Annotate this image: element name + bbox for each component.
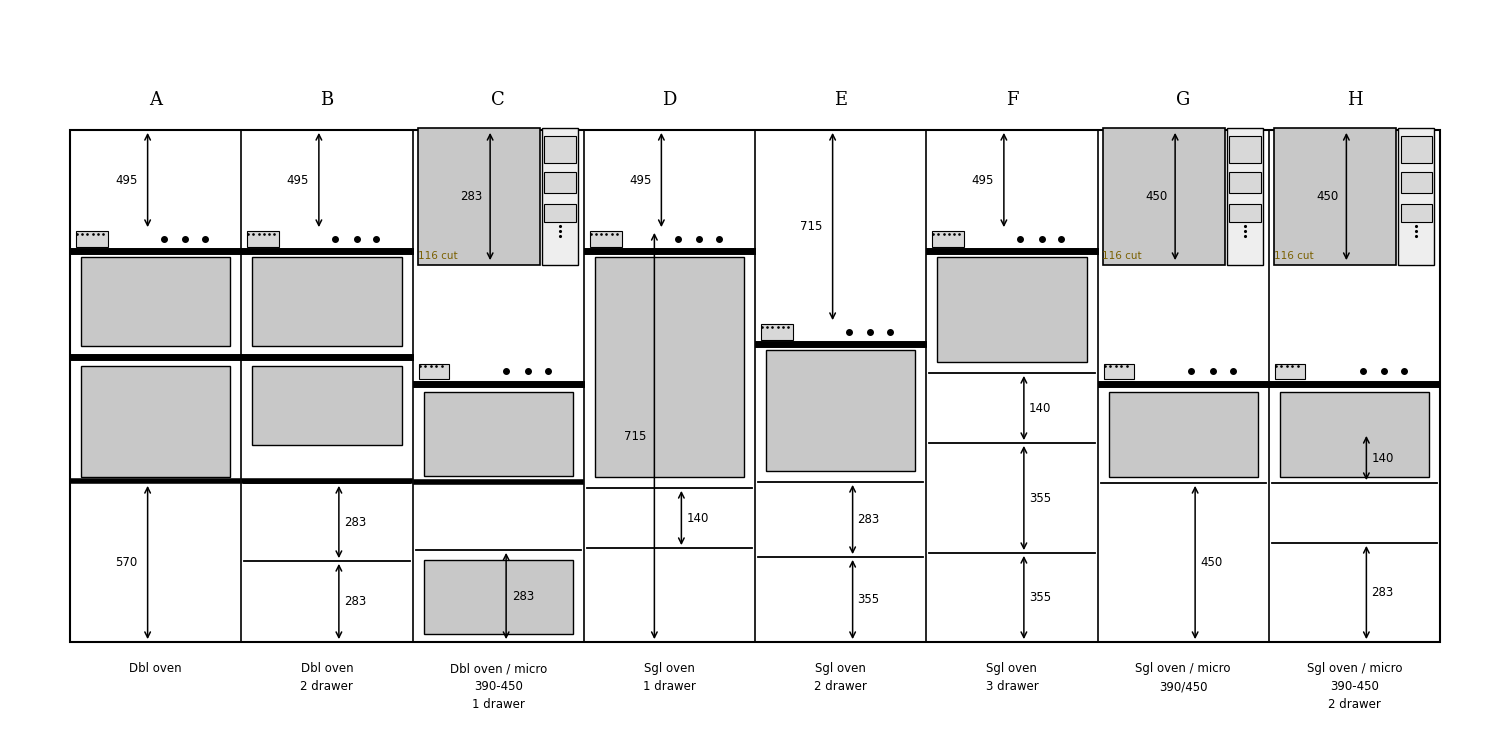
Text: 140: 140 xyxy=(687,512,708,524)
Text: 715: 715 xyxy=(624,430,646,442)
Bar xyxy=(932,231,964,247)
Text: Dbl oven: Dbl oven xyxy=(129,662,182,675)
Text: 116 cut: 116 cut xyxy=(1102,251,1142,261)
Bar xyxy=(76,231,108,247)
Text: 450: 450 xyxy=(1316,190,1338,203)
Text: D: D xyxy=(662,91,676,109)
Bar xyxy=(248,231,279,247)
Bar xyxy=(1108,392,1257,477)
Bar xyxy=(1398,128,1434,265)
Bar xyxy=(1102,128,1226,265)
Bar xyxy=(1230,136,1260,163)
Text: Dbl oven
2 drawer: Dbl oven 2 drawer xyxy=(300,662,354,693)
Text: Sgl oven / micro
390/450: Sgl oven / micro 390/450 xyxy=(1136,662,1232,693)
Text: 495: 495 xyxy=(116,173,138,187)
Bar xyxy=(938,257,1086,362)
Text: 283: 283 xyxy=(858,513,880,526)
Bar xyxy=(766,350,915,471)
Text: H: H xyxy=(1347,91,1362,109)
Text: 283: 283 xyxy=(1371,586,1394,599)
Bar xyxy=(252,257,402,346)
Bar xyxy=(760,324,794,340)
Text: 355: 355 xyxy=(858,593,879,606)
Bar xyxy=(1230,204,1260,223)
Text: 283: 283 xyxy=(344,595,366,608)
Text: 355: 355 xyxy=(1029,591,1051,604)
Text: 283: 283 xyxy=(512,590,534,602)
Text: E: E xyxy=(834,91,848,109)
Bar xyxy=(1104,364,1134,379)
Bar xyxy=(544,204,576,223)
Bar xyxy=(1401,136,1432,163)
Text: 283: 283 xyxy=(460,190,482,203)
Bar xyxy=(590,231,621,247)
Text: 715: 715 xyxy=(801,220,822,233)
Text: A: A xyxy=(148,91,162,109)
Bar xyxy=(81,257,231,346)
Bar xyxy=(1401,172,1432,194)
Bar xyxy=(544,172,576,194)
Text: F: F xyxy=(1005,91,1019,109)
Text: G: G xyxy=(1176,91,1191,109)
Text: 495: 495 xyxy=(972,173,994,187)
Bar xyxy=(1280,392,1430,477)
Text: 140: 140 xyxy=(1029,401,1051,415)
Text: C: C xyxy=(492,91,506,109)
Text: Sgl oven
1 drawer: Sgl oven 1 drawer xyxy=(644,662,696,693)
Text: 116 cut: 116 cut xyxy=(1274,251,1314,261)
Bar xyxy=(419,364,448,379)
Text: Sgl oven
3 drawer: Sgl oven 3 drawer xyxy=(986,662,1038,693)
Text: 140: 140 xyxy=(1371,452,1394,464)
Text: Sgl oven
2 drawer: Sgl oven 2 drawer xyxy=(815,662,867,693)
Text: 450: 450 xyxy=(1200,556,1222,569)
Bar xyxy=(417,128,540,265)
Bar xyxy=(252,366,402,445)
Bar xyxy=(544,136,576,163)
Bar xyxy=(1230,172,1260,194)
Text: 116 cut: 116 cut xyxy=(417,251,458,261)
Text: B: B xyxy=(321,91,333,109)
Bar xyxy=(1275,364,1305,379)
Text: 355: 355 xyxy=(1029,491,1051,505)
Bar xyxy=(423,560,573,634)
Text: 283: 283 xyxy=(344,515,366,529)
Text: 450: 450 xyxy=(1144,190,1167,203)
Bar xyxy=(542,128,578,265)
Bar xyxy=(1274,128,1396,265)
Bar xyxy=(81,366,231,477)
Bar xyxy=(1227,128,1263,265)
Text: 495: 495 xyxy=(286,173,309,187)
Text: Dbl oven / micro
390-450
1 drawer: Dbl oven / micro 390-450 1 drawer xyxy=(450,662,546,711)
Bar xyxy=(423,392,573,476)
Bar xyxy=(594,257,744,477)
Text: Sgl oven / micro
390-450
2 drawer: Sgl oven / micro 390-450 2 drawer xyxy=(1306,662,1402,711)
Text: 495: 495 xyxy=(628,173,651,187)
Bar xyxy=(70,130,1440,642)
Bar xyxy=(1401,204,1432,223)
Text: 570: 570 xyxy=(116,556,138,569)
